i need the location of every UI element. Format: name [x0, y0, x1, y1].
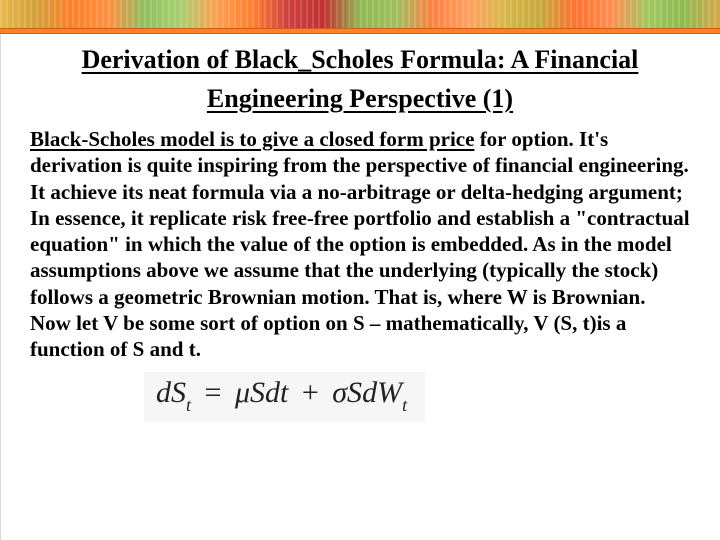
slide-content: Derivation of Black_Scholes Formula: A F…: [0, 34, 720, 432]
eq-term1-diff: dt: [265, 376, 288, 409]
decorative-banner: [0, 0, 720, 28]
eq-lhs-sub: t: [186, 395, 191, 415]
eq-plus: +: [296, 376, 325, 409]
slide-title: Derivation of Black_Scholes Formula: A F…: [24, 40, 696, 118]
equation-container: dSt = μSdt + σSdWt: [24, 372, 696, 422]
eq-term1-coef: μS: [235, 376, 265, 409]
eq-term2-coef: σS: [332, 376, 362, 409]
eq-equals: =: [199, 376, 228, 409]
eq-term2-diff: dW: [362, 376, 402, 409]
body-rest: for option. It's derivation is quite ins…: [30, 127, 690, 361]
body-lead: Black-Scholes model is to give a closed …: [30, 127, 474, 151]
eq-term2-sub: t: [402, 395, 407, 415]
sde-equation: dSt = μSdt + σSdWt: [144, 372, 425, 422]
slide-body: Black-Scholes model is to give a closed …: [24, 126, 696, 362]
left-margin-line: [0, 34, 1, 540]
eq-lhs-var: dS: [156, 376, 186, 409]
